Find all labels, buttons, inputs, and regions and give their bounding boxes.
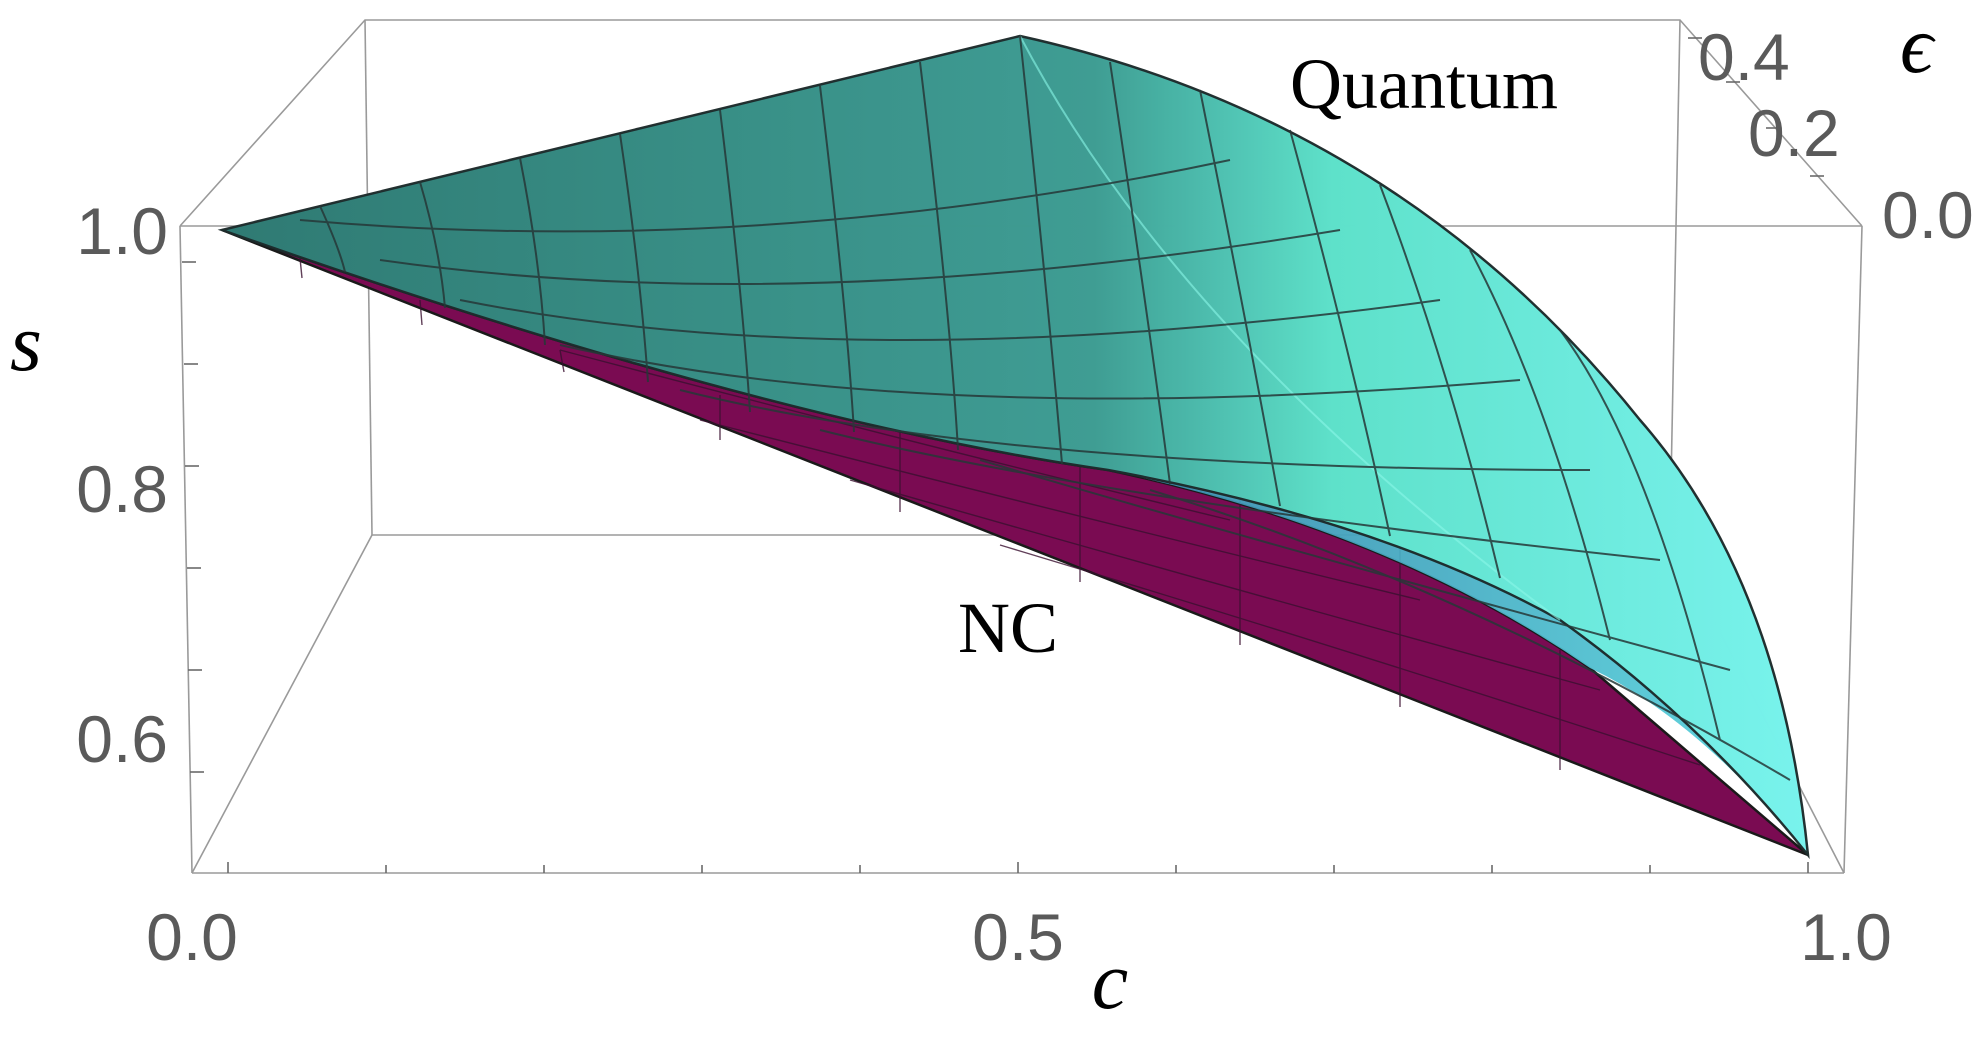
s-tick-label: 0.6 <box>76 702 168 776</box>
c-tick-label: 0.5 <box>972 900 1064 974</box>
quantum-annotation: Quantum <box>1290 44 1558 124</box>
s-axis-label: s <box>10 297 42 388</box>
nc-annotation: NC <box>958 588 1058 668</box>
epsilon-axis-label: ϵ <box>1900 0 1936 90</box>
c-axis-ticks: 0.0 0.5 1.0 <box>146 900 1892 974</box>
tick-marks <box>182 37 1824 873</box>
c-tick-label: 0.0 <box>146 900 238 974</box>
epsilon-axis-ticks: 0.4 0.2 0.0 <box>1698 20 1974 252</box>
c-tick-label: 1.0 <box>1800 900 1892 974</box>
epsilon-tick-label: 0.2 <box>1748 96 1840 170</box>
epsilon-tick-label: 0.0 <box>1882 178 1974 252</box>
epsilon-tick-label: 0.4 <box>1698 20 1790 94</box>
quantum-surface <box>217 34 1810 860</box>
c-axis-label: c <box>1092 935 1128 1026</box>
s-tick-label: 1.0 <box>76 194 168 268</box>
s-tick-label: 0.8 <box>76 452 168 526</box>
s-axis-ticks: 1.0 0.8 0.6 <box>76 194 168 776</box>
